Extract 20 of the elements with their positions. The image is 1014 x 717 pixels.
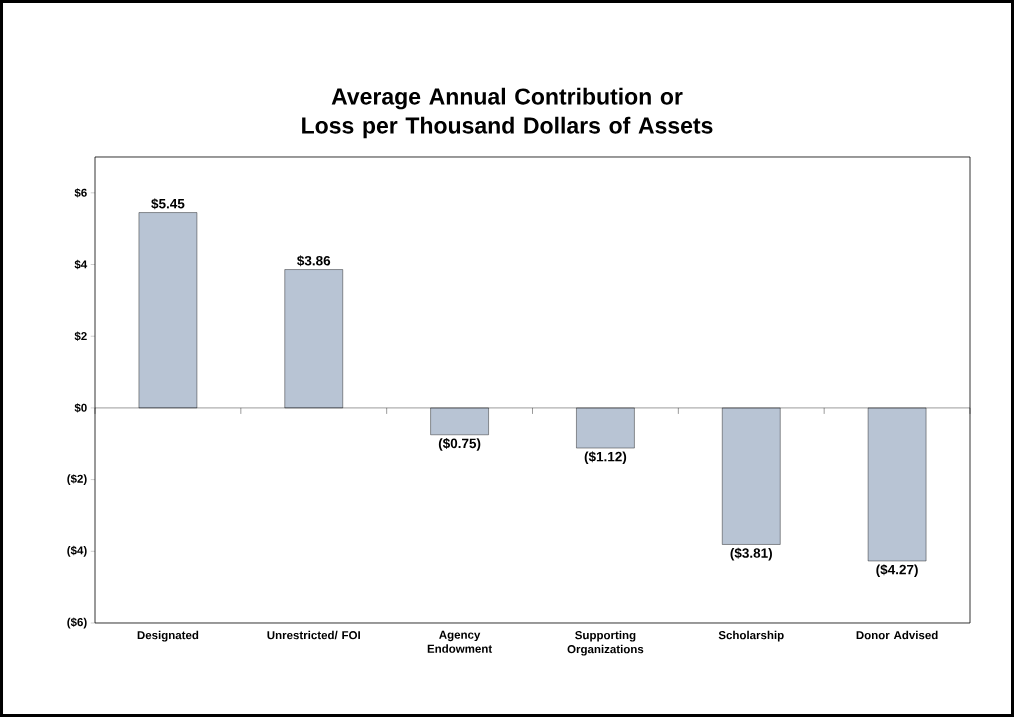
data-label: ($0.75): [438, 437, 481, 451]
x-tick-label: Agency Endowment: [427, 630, 493, 653]
data-label: ($4.27): [876, 564, 918, 577]
x-tick-label: Scholarship: [718, 630, 784, 642]
y-tick-label: ($4): [67, 545, 87, 557]
x-tick-label: Unrestricted/ FOI: [267, 630, 360, 640]
y-tick-label: ($2): [67, 474, 87, 486]
y-tick-label: $4: [74, 259, 88, 270]
x-tick-label: Supporting Organizations: [567, 630, 644, 656]
data-label: $5.45: [151, 198, 185, 210]
x-tick-label: Donor Advised: [856, 630, 938, 640]
y-tick-label: $6: [74, 188, 87, 198]
x-tick-label: Designated: [137, 630, 199, 642]
chart-title: Average Annual Contribution or Loss per Thousand Dollars of Assets: [302, 87, 713, 139]
data-label: ($3.81): [730, 547, 772, 561]
data-label: ($1.12): [584, 451, 627, 465]
y-tick-label: $0: [74, 403, 87, 413]
data-label: $3.86: [297, 255, 331, 267]
y-tick-label: $2: [74, 331, 87, 341]
y-tick-label: ($6): [67, 617, 87, 629]
